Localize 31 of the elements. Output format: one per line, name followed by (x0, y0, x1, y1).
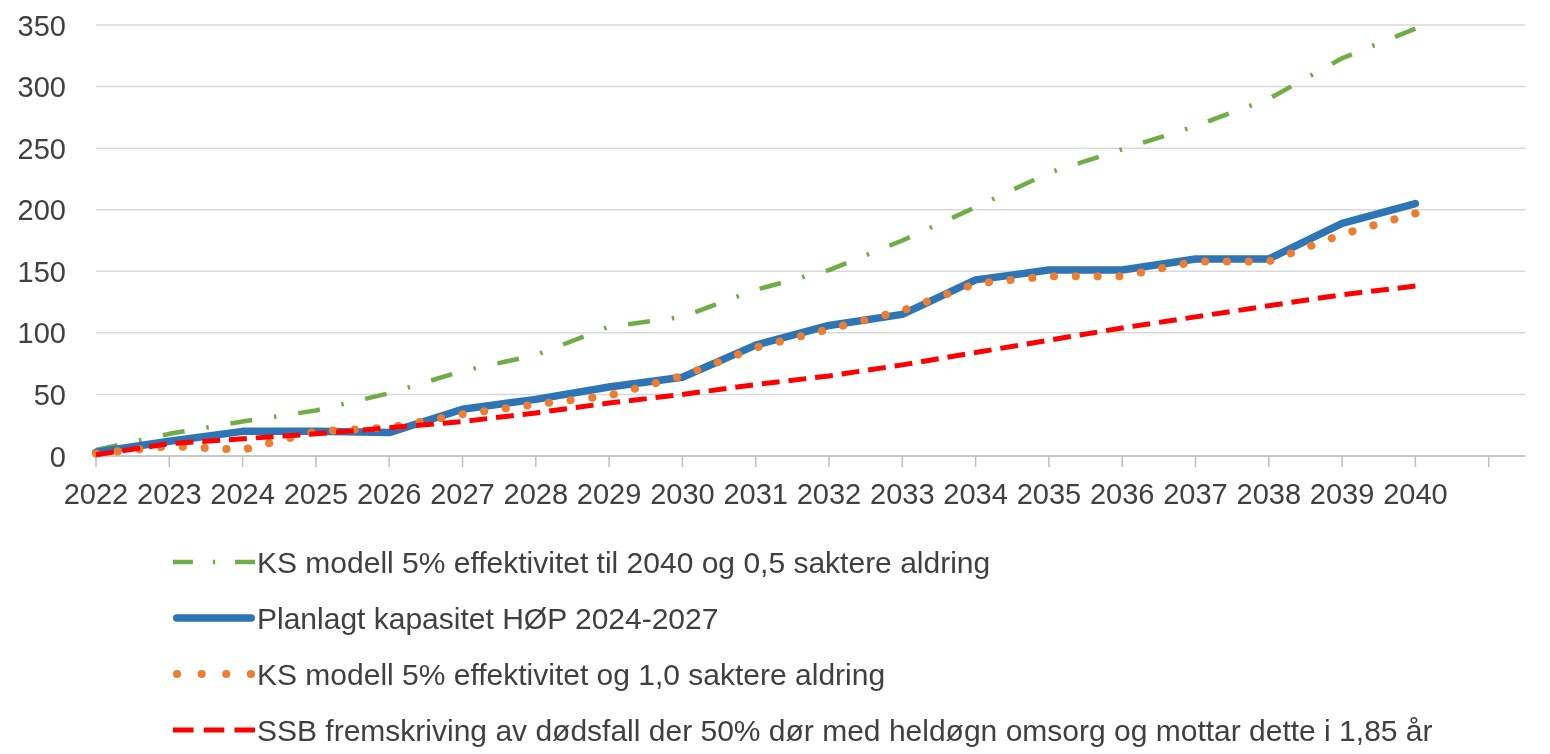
y-tick-label: 0 (49, 440, 66, 473)
y-tick-label: 300 (17, 71, 66, 104)
x-tick-label: 2033 (870, 478, 935, 510)
x-tick-label: 2040 (1383, 478, 1448, 510)
x-tick-label: 2025 (283, 478, 349, 510)
x-tick-label: 2027 (430, 478, 495, 510)
y-tick-label: 100 (17, 317, 66, 350)
legend-label: KS modell 5% effektivitet til 2040 og 0,5 saktere aldring (257, 545, 991, 579)
y-tick-label: 200 (17, 194, 66, 227)
x-tick-label: 2022 (63, 478, 129, 510)
legend-label: KS modell 5% effektivitet og 1,0 saktere aldring (257, 657, 886, 691)
x-tick-label: 2031 (723, 478, 788, 510)
y-tick-label: 150 (17, 255, 66, 288)
x-tick-label: 2037 (1163, 478, 1228, 510)
y-tick-label: 250 (17, 132, 66, 165)
y-tick-label: 350 (17, 9, 66, 42)
x-tick-label: 2038 (1236, 478, 1302, 510)
x-tick-label: 2030 (650, 478, 715, 510)
x-tick-label: 2028 (503, 478, 569, 510)
x-tick-label: 2024 (210, 478, 275, 510)
x-tick-label: 2032 (796, 478, 862, 510)
x-tick-label: 2034 (943, 478, 1008, 510)
x-tick-label: 2023 (137, 478, 202, 510)
legend-label: Planlagt kapasitet HØP 2024-2027 (257, 601, 719, 635)
x-tick-label: 2035 (1016, 478, 1082, 510)
x-tick-label: 2029 (576, 478, 642, 510)
x-tick-label: 2039 (1309, 478, 1375, 510)
x-tick-label: 2036 (1089, 478, 1155, 510)
legend-label: SSB fremskriving av dødsfall der 50% dør med heldøgn omsorg og mottar dette i 1,85 år (257, 713, 1433, 747)
y-tick-label: 50 (33, 378, 66, 411)
x-tick-label: 2026 (356, 478, 422, 510)
